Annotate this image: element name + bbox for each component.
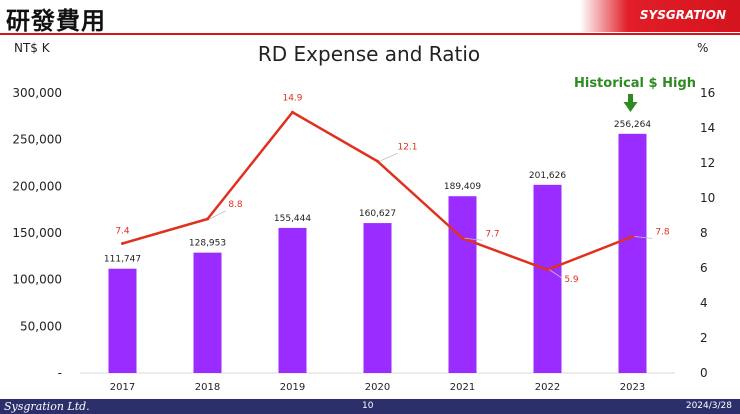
x-tick-label: 2017 — [110, 382, 135, 393]
bar-value-label: 128,953 — [189, 239, 226, 249]
bar-series — [108, 133, 647, 373]
right-tick-label: 4 — [700, 296, 708, 310]
left-tick-label: 300,000 — [12, 86, 62, 100]
ratio-label-leader — [209, 210, 226, 220]
bar-2023 — [618, 133, 647, 373]
x-tick-label: 2022 — [535, 382, 560, 393]
ratio-point-2018 — [206, 217, 209, 221]
ratio-point-2019 — [291, 110, 294, 114]
bar-value-label: 155,444 — [274, 214, 311, 224]
page-title: 研發費用 — [6, 6, 106, 35]
left-tick-label: - — [58, 366, 62, 380]
ratio-point-2022 — [546, 268, 549, 272]
arrow-head — [623, 102, 638, 112]
ratio-line-series — [121, 110, 634, 272]
right-tick-label: 6 — [700, 261, 708, 275]
historical-high-annotation: Historical $ High — [574, 76, 696, 91]
footer-page-number: 10 — [362, 401, 374, 411]
right-tick-label: 16 — [700, 86, 715, 100]
bar-2017 — [108, 268, 137, 373]
ratio-value-label: 14.9 — [282, 93, 302, 103]
bar-value-label: 111,747 — [104, 255, 141, 265]
ratio-point-2021 — [461, 236, 464, 240]
ratio-point-2017 — [121, 242, 124, 245]
ratio-label-leader — [379, 152, 398, 162]
title-divider — [0, 33, 740, 35]
x-tick-label: 2023 — [620, 382, 645, 393]
bar-2019 — [278, 227, 307, 373]
bar-2021 — [448, 196, 477, 373]
bar-value-label: 256,264 — [614, 120, 651, 130]
right-tick-label: 0 — [700, 366, 708, 380]
right-tick-label: 2 — [700, 331, 708, 345]
right-axis-unit-label: % — [697, 41, 708, 55]
left-tick-label: 50,000 — [20, 319, 62, 333]
right-axis-ticks: 0 2 4 6 8 10 12 14 16 — [700, 86, 715, 380]
left-tick-label: 200,000 — [12, 179, 62, 193]
ratio-label-leader — [634, 236, 653, 239]
bar-value-label: 201,626 — [529, 171, 566, 181]
arrow-down-icon — [623, 94, 638, 112]
brand-logo — [580, 0, 740, 32]
ratio-data-labels: 7.4 8.8 14.9 12.1 7.7 5.9 7.8 — [115, 93, 670, 285]
left-tick-label: 150,000 — [12, 226, 62, 240]
arrow-shaft — [628, 94, 633, 103]
bar-2022 — [533, 184, 562, 373]
left-axis-unit-label: NT$ K — [14, 41, 51, 55]
x-tick-label: 2018 — [195, 382, 220, 393]
x-tick-label: 2020 — [365, 382, 390, 393]
left-tick-label: 100,000 — [12, 273, 62, 287]
left-axis-ticks: - 50,000 100,000 150,000 200,000 250,000 300,0… — [12, 86, 62, 380]
ratio-value-label: 5.9 — [564, 275, 579, 285]
footer-bar: Sysgration Ltd. 10 2024/3/28 — [0, 399, 740, 414]
right-tick-label: 14 — [700, 121, 715, 135]
bar-data-labels: 111,747 128,953 155,444 160,627 189,409 201,6… — [104, 120, 651, 265]
x-axis-ticks: 2017 2018 2019 2020 2021 2022 2023 — [110, 382, 645, 393]
ratio-value-label: 7.8 — [655, 228, 670, 238]
footer-company-name: Sysgration Ltd. — [4, 400, 90, 413]
ratio-point-2020 — [376, 159, 379, 163]
right-tick-label: 12 — [700, 156, 715, 170]
rd-expense-chart: RD Expense and Ratio NT$ K % Historical … — [12, 41, 715, 393]
ratio-value-label: 8.8 — [228, 200, 243, 210]
chart-title: RD Expense and Ratio — [258, 42, 480, 66]
ratio-label-leader — [549, 269, 562, 279]
bar-value-label: 189,409 — [444, 182, 481, 192]
right-tick-label: 10 — [700, 191, 715, 205]
x-tick-label: 2021 — [450, 382, 475, 393]
right-tick-label: 8 — [700, 226, 708, 240]
bar-2018 — [193, 252, 222, 373]
footer-date: 2024/3/28 — [685, 401, 732, 411]
ratio-value-label: 7.7 — [485, 229, 499, 239]
ratio-label-leader — [464, 237, 483, 241]
ratio-value-label: 7.4 — [115, 227, 130, 237]
brand-logo-text: SYSGRATION — [639, 8, 726, 22]
bar-value-label: 160,627 — [359, 209, 396, 219]
ratio-value-label: 12.1 — [397, 142, 417, 152]
ratio-point-2023 — [631, 235, 634, 238]
left-tick-label: 250,000 — [12, 133, 62, 147]
title-bar: 研發費用 SYSGRATION — [0, 0, 740, 35]
x-tick-label: 2019 — [280, 382, 305, 393]
bar-2020 — [363, 223, 392, 373]
